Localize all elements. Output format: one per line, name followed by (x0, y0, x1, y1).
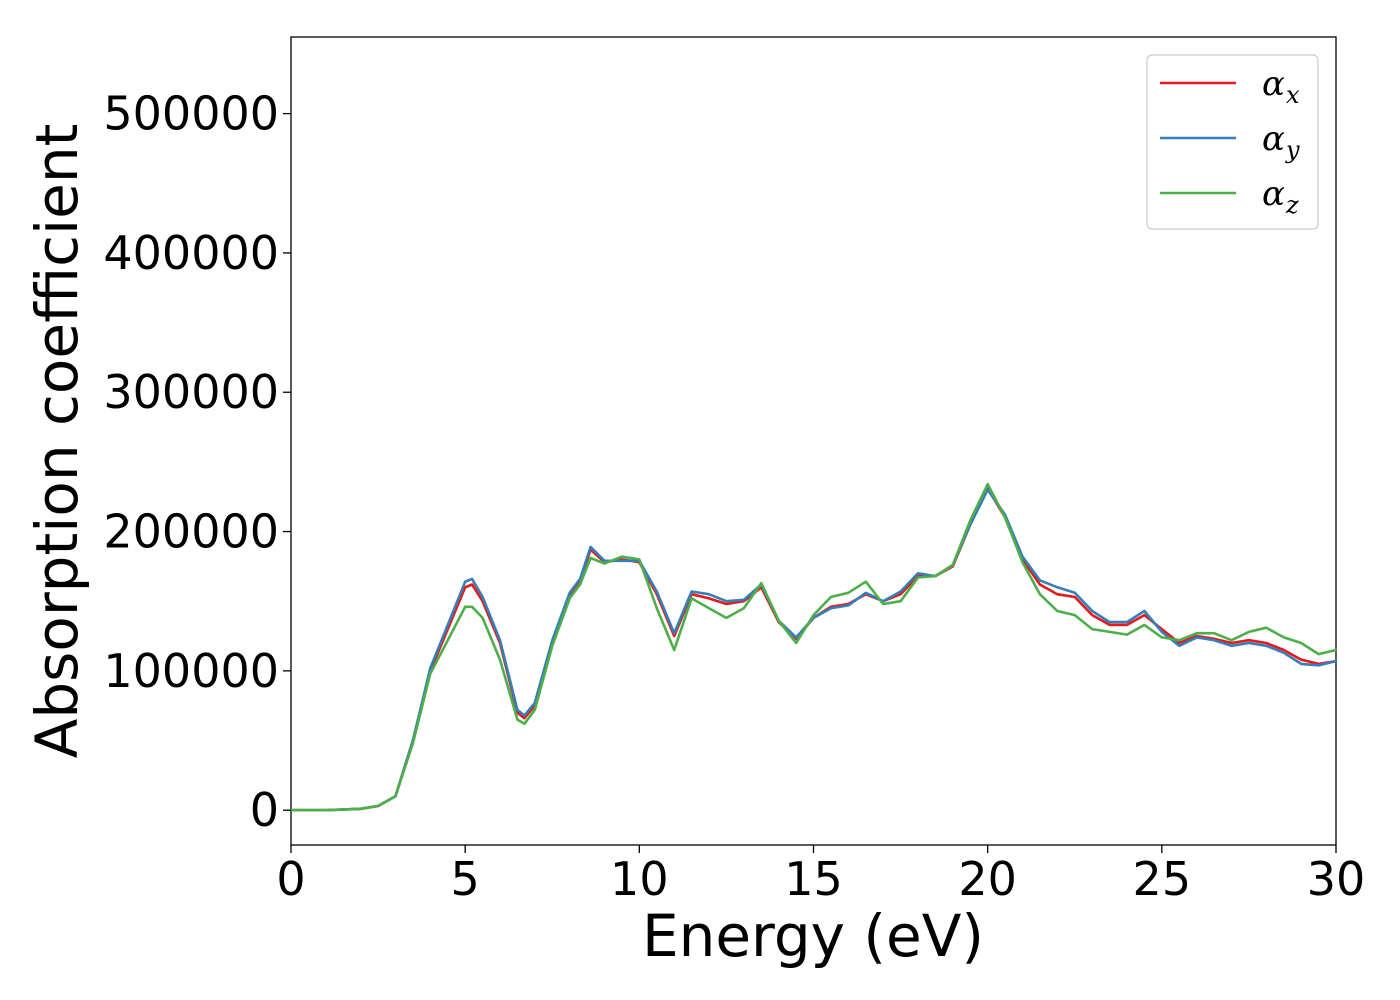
x-tick-label: 0 (276, 852, 305, 906)
legend-label-z: αz (1262, 174, 1299, 219)
legend-label-x: αx (1262, 64, 1300, 109)
y-tick-label: 300000 (103, 365, 279, 419)
y-tick-label: 400000 (103, 226, 279, 280)
legend: αx αy αz (1146, 54, 1319, 230)
legend-box (1146, 54, 1319, 230)
y-tick-label: 0 (250, 783, 279, 837)
x-tick-label: 15 (784, 852, 843, 906)
series-lines (289, 482, 1338, 812)
y-axis-ticks: 0 100000 200000 300000 400000 500000 (103, 87, 291, 837)
x-axis-ticks: 0 5 10 15 20 25 30 (276, 845, 1365, 906)
x-tick-label: 30 (1307, 852, 1366, 906)
y-axis-label: Absorption coefficient (23, 124, 91, 759)
y-tick-label: 100000 (103, 644, 279, 698)
legend-label-y: αy (1262, 119, 1300, 164)
x-tick-label: 5 (451, 852, 480, 906)
series-line-z (289, 482, 1338, 812)
x-axis-label: Energy (eV) (642, 902, 984, 970)
x-tick-label: 20 (958, 852, 1017, 906)
y-tick-label: 200000 (103, 505, 279, 559)
x-tick-label: 10 (610, 852, 669, 906)
x-tick-label: 25 (1133, 852, 1192, 906)
y-tick-label: 500000 (103, 87, 279, 141)
